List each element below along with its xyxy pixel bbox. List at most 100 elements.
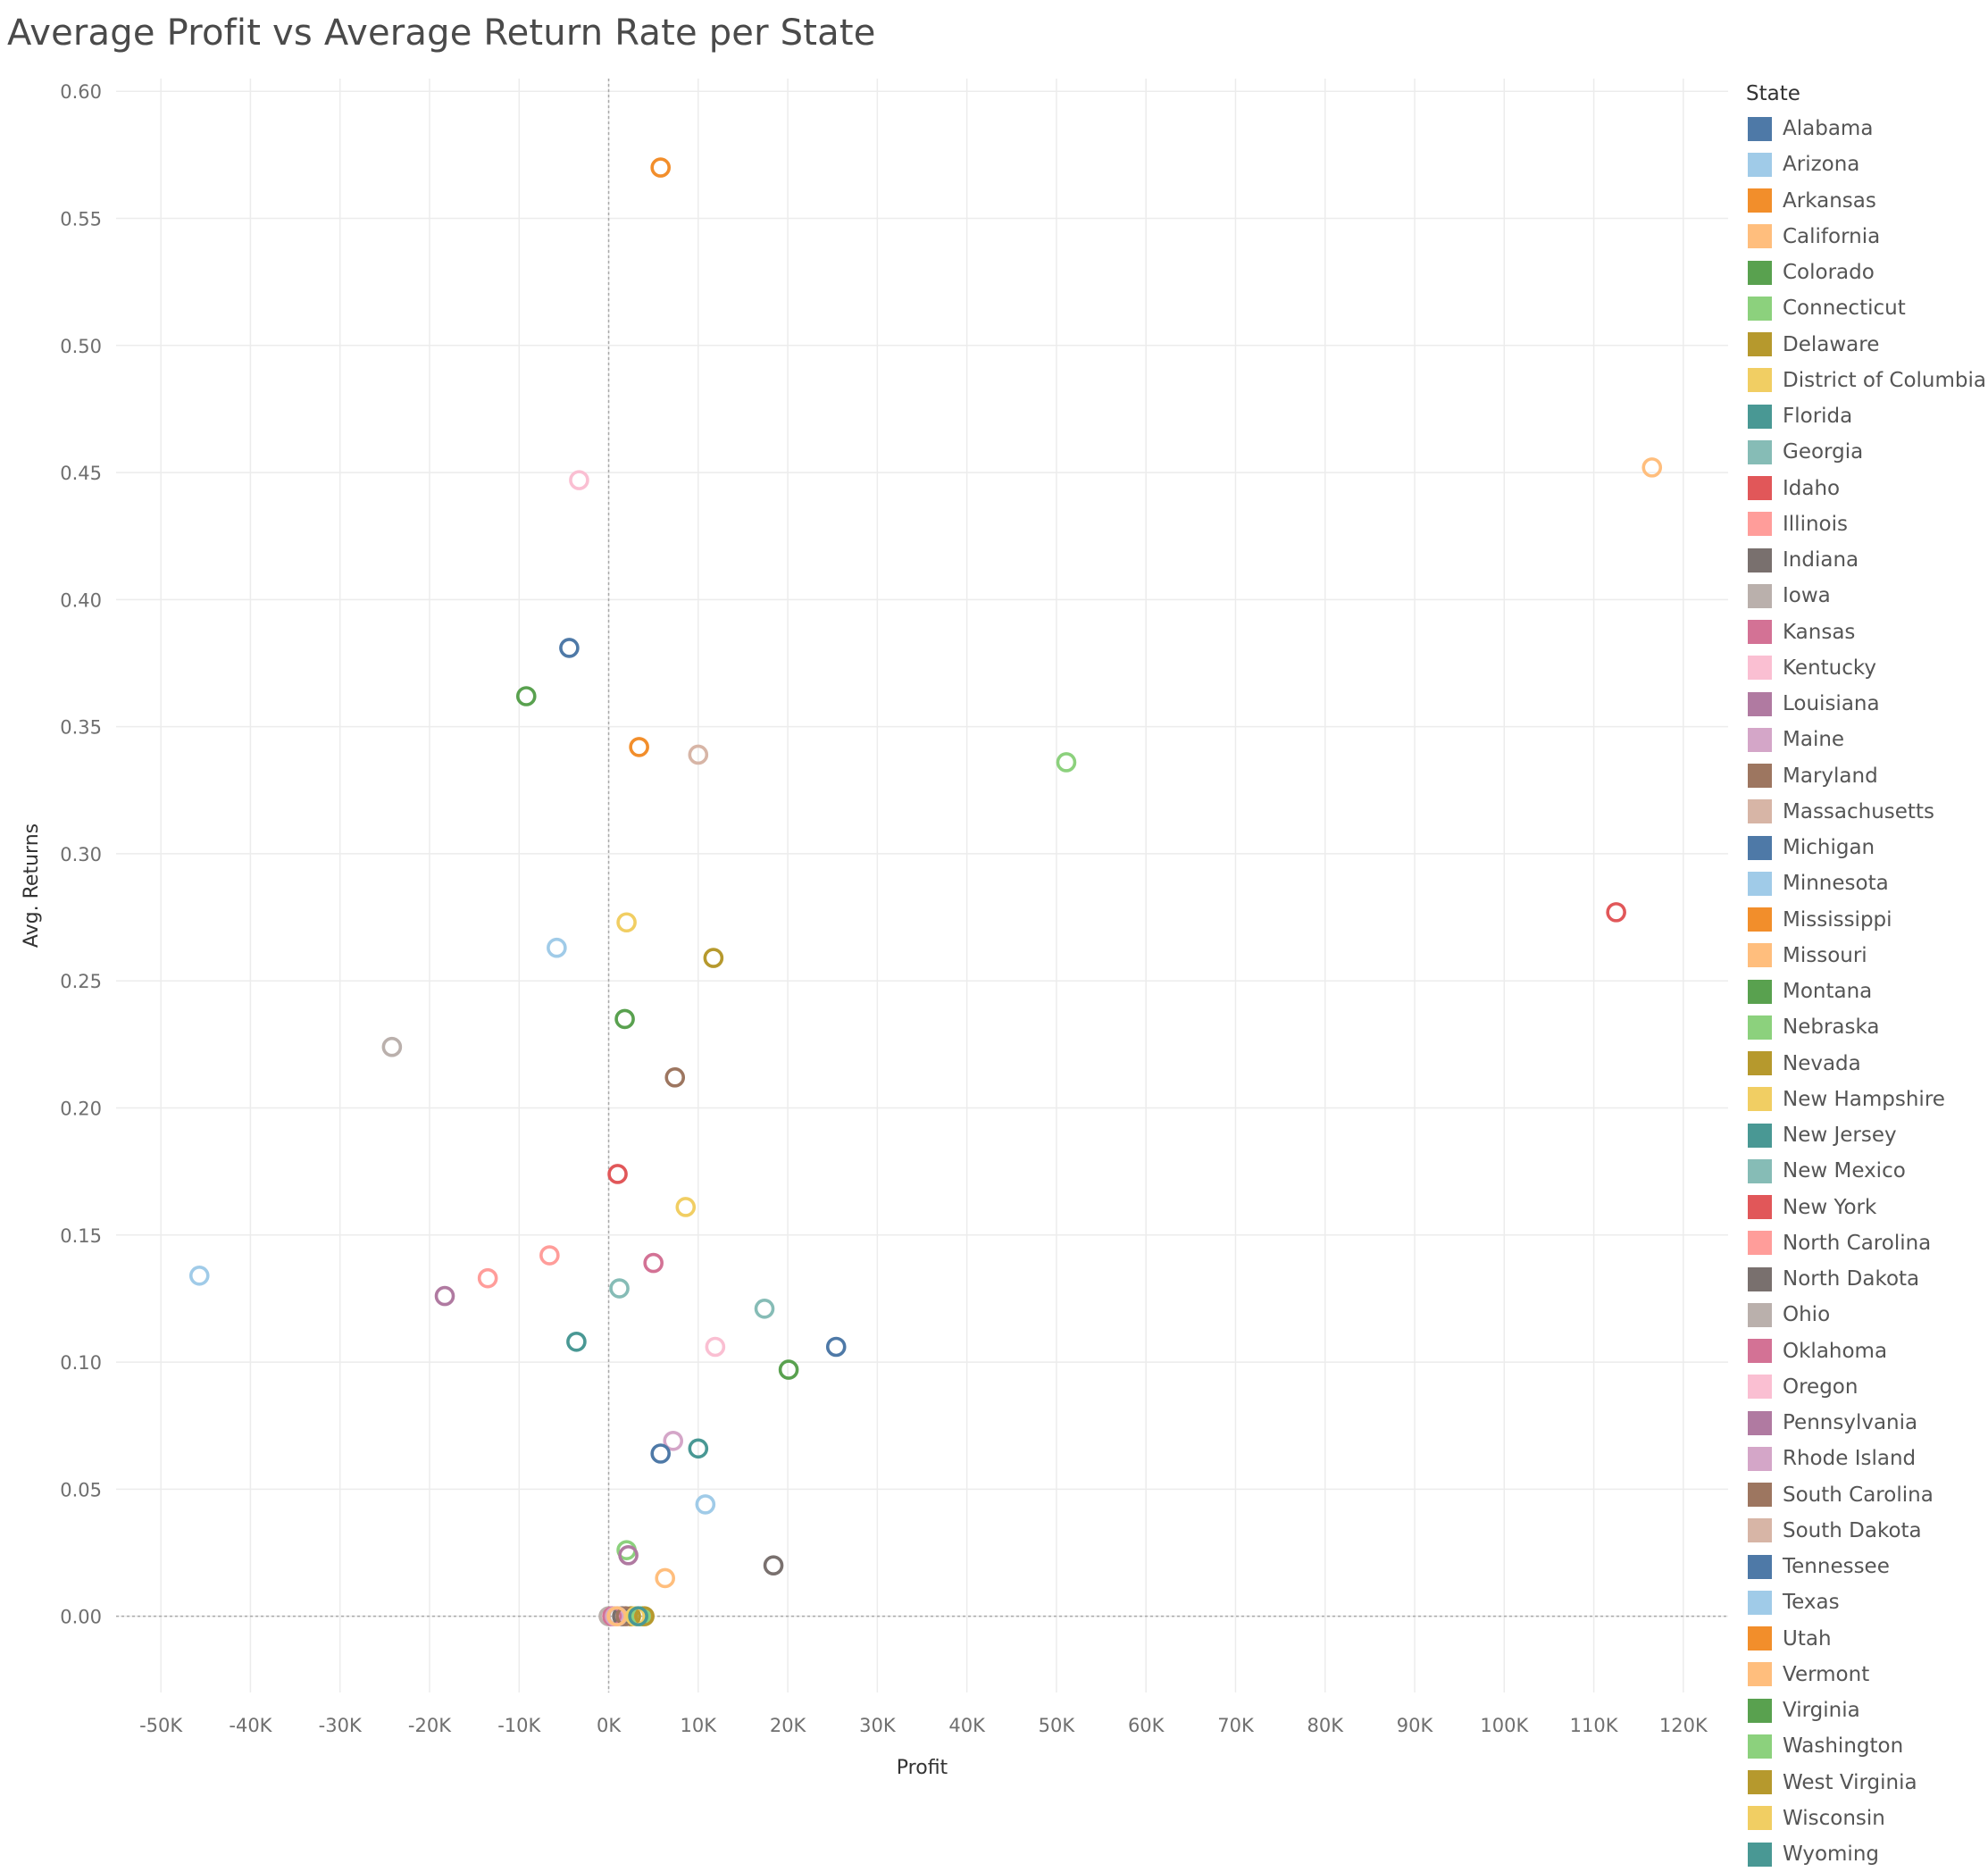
legend-item[interactable]: Georgia	[1746, 434, 1985, 470]
legend-item[interactable]: Oregon	[1746, 1369, 1985, 1405]
legend-item[interactable]: California	[1746, 219, 1985, 255]
y-axis-title: Avg. Returns	[21, 823, 43, 948]
data-point[interactable]	[650, 1443, 671, 1464]
legend-label: Mississippi	[1783, 907, 1892, 932]
legend-item[interactable]: Iowa	[1746, 578, 1985, 614]
legend-item[interactable]: New Mexico	[1746, 1153, 1985, 1189]
legend-item[interactable]: West Virginia	[1746, 1765, 1985, 1801]
legend-swatch	[1748, 188, 1772, 213]
data-point[interactable]	[664, 1067, 686, 1088]
data-point[interactable]	[655, 1567, 676, 1589]
data-point[interactable]	[477, 1267, 498, 1289]
data-point[interactable]	[778, 1359, 799, 1380]
legend-item[interactable]: Vermont	[1746, 1657, 1985, 1692]
legend-swatch	[1748, 871, 1772, 896]
legend-item[interactable]: New Jersey	[1746, 1117, 1985, 1153]
legend-item[interactable]: Pennsylvania	[1746, 1405, 1985, 1441]
data-point[interactable]	[547, 937, 567, 958]
legend-item[interactable]: Wisconsin	[1746, 1801, 1985, 1836]
legend-item[interactable]: Massachusetts	[1746, 794, 1985, 830]
legend-label: Arkansas	[1783, 188, 1876, 213]
data-point[interactable]	[643, 1252, 664, 1274]
legend-item[interactable]: Arizona	[1746, 146, 1985, 182]
legend-item[interactable]: Wyoming	[1746, 1836, 1985, 1872]
legend-item[interactable]: District of Columbia	[1746, 363, 1986, 398]
legend-item[interactable]: Arkansas	[1746, 183, 1985, 219]
legend-label: Idaho	[1783, 476, 1841, 500]
data-point[interactable]	[606, 1606, 627, 1626]
legend-item[interactable]: Idaho	[1746, 471, 1985, 506]
data-point[interactable]	[616, 912, 637, 933]
legend-swatch	[1748, 1087, 1772, 1112]
data-point[interactable]	[703, 948, 724, 968]
data-point[interactable]	[634, 1606, 655, 1626]
legend-swatch	[1748, 764, 1772, 789]
legend-item[interactable]: Indiana	[1746, 542, 1985, 578]
data-point[interactable]	[663, 1430, 684, 1451]
data-point[interactable]	[559, 638, 580, 658]
legend-item[interactable]: Connecticut	[1746, 290, 1985, 326]
data-point[interactable]	[688, 1438, 709, 1459]
x-tick-label: 80K	[1307, 1715, 1345, 1736]
data-point[interactable]	[763, 1555, 784, 1576]
data-point[interactable]	[650, 157, 671, 178]
data-point[interactable]	[1056, 752, 1077, 773]
data-point[interactable]	[1641, 457, 1663, 478]
legend-item[interactable]: Florida	[1746, 398, 1985, 434]
data-point[interactable]	[705, 1336, 726, 1358]
x-tick-label: 30K	[859, 1715, 897, 1736]
data-point[interactable]	[675, 1197, 697, 1217]
legend-item[interactable]: Kentucky	[1746, 650, 1985, 686]
data-point[interactable]	[566, 1331, 587, 1352]
data-point[interactable]	[609, 1278, 630, 1299]
legend-item[interactable]: Delaware	[1746, 327, 1985, 363]
data-point[interactable]	[695, 1494, 716, 1515]
legend-item[interactable]: Rhode Island	[1746, 1441, 1985, 1476]
data-point[interactable]	[434, 1285, 455, 1307]
legend-item[interactable]: Colorado	[1746, 255, 1985, 290]
data-point[interactable]	[628, 1606, 648, 1626]
data-point[interactable]	[629, 737, 649, 757]
legend-item[interactable]: Montana	[1746, 974, 1985, 1009]
legend-item[interactable]: Tennessee	[1746, 1549, 1985, 1584]
legend-item[interactable]: Louisiana	[1746, 686, 1985, 722]
legend-item[interactable]: South Carolina	[1746, 1477, 1985, 1513]
legend-label: Louisiana	[1783, 692, 1880, 716]
data-point[interactable]	[754, 1299, 775, 1319]
legend-item[interactable]: Missouri	[1746, 938, 1985, 974]
data-point[interactable]	[688, 744, 709, 765]
legend-item[interactable]: Utah	[1746, 1621, 1985, 1657]
legend-item[interactable]: Minnesota	[1746, 865, 1985, 901]
legend-item[interactable]: Kansas	[1746, 614, 1985, 650]
legend-label: Georgia	[1783, 440, 1864, 464]
legend-item[interactable]: Michigan	[1746, 830, 1985, 865]
legend-item[interactable]: Alabama	[1746, 111, 1985, 146]
legend-item[interactable]: Virginia	[1746, 1692, 1985, 1728]
legend-item[interactable]: Maine	[1746, 722, 1985, 757]
legend-item[interactable]: Illinois	[1746, 506, 1985, 542]
data-point[interactable]	[618, 1545, 639, 1566]
legend-swatch	[1748, 1410, 1772, 1435]
legend-item[interactable]: Washington	[1746, 1728, 1985, 1764]
data-point[interactable]	[614, 1008, 635, 1030]
legend-item[interactable]: Nebraska	[1746, 1009, 1985, 1045]
legend-item[interactable]: North Carolina	[1746, 1225, 1985, 1261]
legend-item[interactable]: Mississippi	[1746, 902, 1985, 938]
data-point[interactable]	[825, 1336, 847, 1358]
legend-item[interactable]: South Dakota	[1746, 1513, 1985, 1549]
legend-item[interactable]: New York	[1746, 1190, 1985, 1225]
data-point[interactable]	[381, 1036, 403, 1057]
data-point[interactable]	[1606, 902, 1626, 923]
data-point[interactable]	[607, 1164, 628, 1184]
legend-item[interactable]: North Dakota	[1746, 1261, 1985, 1297]
data-point[interactable]	[569, 470, 589, 490]
legend-item[interactable]: Maryland	[1746, 758, 1985, 794]
legend-item[interactable]: Texas	[1746, 1584, 1985, 1620]
legend-item[interactable]: Ohio	[1746, 1297, 1985, 1333]
data-point[interactable]	[188, 1266, 210, 1286]
legend-item[interactable]: Oklahoma	[1746, 1333, 1985, 1369]
data-point[interactable]	[515, 686, 537, 706]
legend-item[interactable]: Nevada	[1746, 1046, 1985, 1082]
legend-item[interactable]: New Hampshire	[1746, 1082, 1985, 1117]
data-point[interactable]	[539, 1245, 560, 1266]
